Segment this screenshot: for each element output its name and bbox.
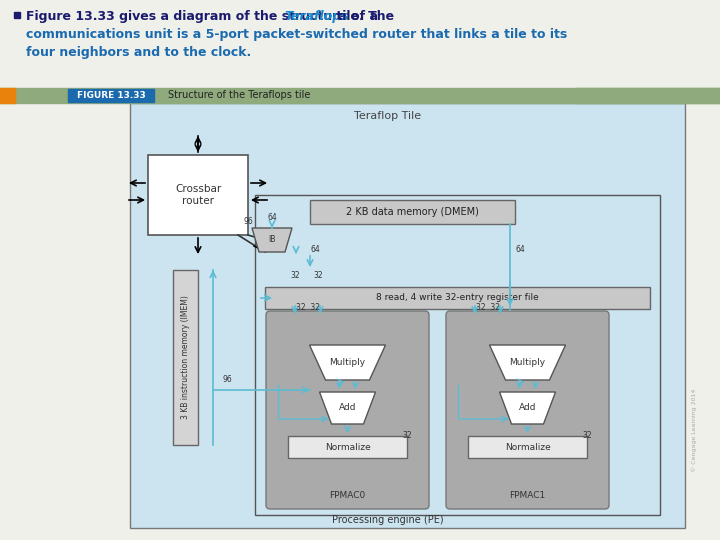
Text: 2 KB data memory (DMEM): 2 KB data memory (DMEM)	[346, 207, 479, 217]
Text: 32: 32	[290, 272, 300, 280]
Bar	[0, 88, 15, 103]
Bar	[0, 88, 720, 103]
Text: 3 KB instruction memory (IMEM): 3 KB instruction memory (IMEM)	[181, 295, 190, 420]
Polygon shape	[500, 392, 556, 424]
Bar	[130, 103, 685, 528]
Bar	[14, 12, 20, 18]
Polygon shape	[310, 345, 385, 380]
Bar	[310, 200, 515, 224]
Text: Structure of the Teraflops tile: Structure of the Teraflops tile	[168, 91, 310, 100]
Text: tile. The: tile. The	[332, 10, 394, 23]
Bar	[68, 89, 154, 102]
FancyBboxPatch shape	[446, 311, 609, 509]
Text: FPMAC0: FPMAC0	[329, 491, 366, 500]
Text: © Cengage Learning 2014: © Cengage Learning 2014	[691, 388, 697, 471]
FancyBboxPatch shape	[266, 311, 429, 509]
Text: Multiply: Multiply	[510, 358, 546, 367]
Text: 32  32: 32 32	[476, 302, 500, 312]
Bar	[265, 287, 650, 309]
Text: 64: 64	[310, 246, 320, 254]
Text: four neighbors and to the clock.: four neighbors and to the clock.	[26, 46, 251, 59]
Text: Add: Add	[338, 403, 356, 413]
Text: Multiply: Multiply	[330, 358, 366, 367]
Text: 96: 96	[222, 375, 232, 384]
Polygon shape	[490, 345, 565, 380]
Bar	[575, 88, 720, 103]
Text: communications unit is a 5-port packet-switched router that links a tile to its: communications unit is a 5-port packet-s…	[26, 28, 567, 41]
Text: Crossbar
router: Crossbar router	[175, 184, 221, 206]
Bar	[255, 195, 660, 515]
Text: 32: 32	[313, 272, 323, 280]
Text: 96: 96	[243, 218, 253, 226]
Text: Processing engine (PE): Processing engine (PE)	[332, 515, 444, 525]
Bar	[148, 155, 248, 235]
Text: FPMAC1: FPMAC1	[509, 491, 546, 500]
Text: 32  32: 32 32	[296, 302, 320, 312]
Text: Teraflop Tile: Teraflop Tile	[354, 111, 421, 121]
Text: 64: 64	[267, 213, 277, 222]
Text: Normalize: Normalize	[325, 442, 370, 451]
Text: Teraflops: Teraflops	[284, 10, 348, 23]
Text: Add: Add	[518, 403, 536, 413]
Bar	[173, 270, 198, 445]
Text: IB: IB	[269, 235, 276, 245]
Polygon shape	[320, 392, 376, 424]
Text: Figure 13.33 gives a diagram of the structure of a: Figure 13.33 gives a diagram of the stru…	[26, 10, 382, 23]
Text: 32: 32	[582, 431, 592, 441]
Bar	[468, 436, 587, 458]
Text: Normalize: Normalize	[505, 442, 550, 451]
Text: 64: 64	[515, 246, 525, 254]
Text: 8 read, 4 write 32-entry register file: 8 read, 4 write 32-entry register file	[376, 294, 539, 302]
Text: FIGURE 13.33: FIGURE 13.33	[76, 91, 145, 100]
Text: 32: 32	[402, 431, 412, 441]
Bar	[288, 436, 407, 458]
Polygon shape	[252, 228, 292, 252]
